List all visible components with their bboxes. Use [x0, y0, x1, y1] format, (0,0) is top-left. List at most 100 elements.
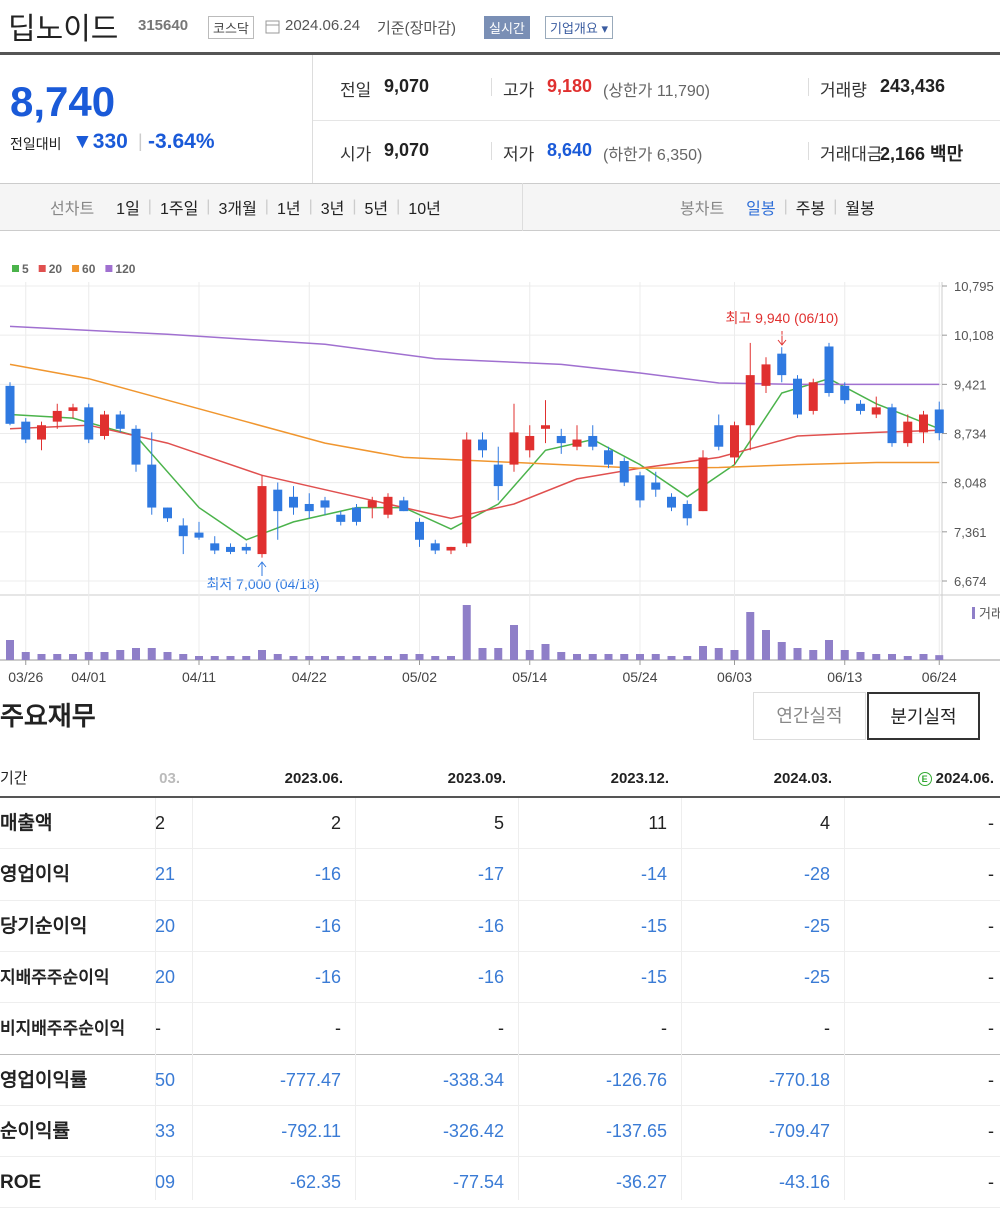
row-label: 지배주주순이익	[0, 967, 110, 987]
period-tab[interactable]: 5년	[364, 201, 389, 218]
low-arrow	[257, 561, 267, 576]
period-tab[interactable]: 1일	[116, 201, 140, 218]
volume-bar	[510, 625, 518, 660]
candle-body	[761, 364, 771, 386]
y-tick-label: 10,108	[954, 328, 994, 343]
volume-bar	[53, 654, 62, 660]
company-info-button[interactable]: 기업개요 ▾	[545, 16, 613, 39]
candle-body	[934, 409, 944, 434]
candle-body	[115, 414, 125, 429]
volume-bar	[415, 654, 424, 660]
header-text: 2023.06.	[284, 770, 343, 787]
candle-tab[interactable]: 일봉	[746, 201, 776, 218]
separator: |	[308, 198, 313, 215]
column-rule	[681, 798, 682, 1200]
candle-body	[147, 464, 157, 508]
volume-bar	[935, 655, 944, 660]
candle-body	[588, 435, 598, 447]
candle-tab[interactable]: 월봉	[845, 201, 875, 218]
stat-note: (하한가 6,350)	[603, 147, 703, 164]
row-rule	[0, 1053, 1000, 1055]
candle-body	[289, 496, 298, 508]
period-tab[interactable]: 1년	[276, 201, 301, 218]
candle-body	[5, 385, 15, 424]
value-cell: 21	[155, 864, 176, 885]
value-cell: -36.27	[615, 1172, 667, 1193]
candle-body	[304, 503, 314, 512]
candle-body	[635, 475, 645, 501]
x-tick-label: 06/03	[717, 669, 752, 685]
value-cell: -16	[477, 915, 504, 936]
candle-body	[430, 543, 440, 551]
candle-body	[493, 464, 503, 487]
candle-body	[871, 407, 881, 415]
volume-bar	[305, 656, 314, 660]
candle-body	[226, 546, 235, 552]
chart: 최고 9,940 (06/10) 최저 7,000 (04/18) 거래 10,…	[0, 262, 1000, 685]
stat-value: 243,436	[880, 76, 946, 96]
volume-bar	[856, 652, 865, 660]
candle-body	[745, 375, 755, 426]
y-tick-label: 8,734	[954, 427, 987, 442]
legend-label: 20	[49, 262, 63, 276]
candle-body	[100, 414, 109, 436]
volume-bar	[651, 654, 660, 660]
section-title: 주요재무	[0, 701, 96, 731]
value-cell: -	[988, 1018, 994, 1039]
candle-body	[682, 503, 692, 519]
change-rate: -3.64%	[148, 130, 215, 153]
candle-body	[383, 496, 393, 515]
volume-bar	[573, 654, 581, 660]
financial-tab[interactable]: 연간실적	[753, 692, 866, 740]
candle-body	[808, 382, 818, 411]
realtime-button[interactable]: 실시간	[484, 16, 530, 39]
volume-legend: 거래	[979, 606, 1000, 621]
volume-bar	[69, 654, 77, 660]
candle-body	[210, 543, 220, 551]
header-cell: 2023.09.	[355, 760, 518, 797]
tab-bar	[0, 183, 1000, 231]
stat-label: 저가	[503, 145, 535, 164]
volume-bar	[289, 656, 298, 660]
candle-body	[698, 457, 708, 512]
volume-bar	[163, 652, 172, 660]
header-text: 2024.06.	[935, 770, 994, 787]
header-cell: 2024.03.	[681, 760, 844, 797]
period-tab[interactable]: 3년	[320, 201, 345, 218]
candle-body	[856, 403, 865, 411]
candle-body	[257, 486, 267, 555]
candle-body	[52, 410, 62, 422]
period-tab[interactable]: 3개월	[218, 201, 257, 218]
candle-body	[887, 407, 897, 444]
candle-body	[37, 425, 46, 440]
value-cell: -17	[477, 864, 504, 885]
separator: |	[783, 198, 788, 215]
volume-bar	[431, 656, 440, 660]
period-tab[interactable]: 1주일	[159, 201, 199, 218]
candle-body	[777, 353, 787, 376]
separator: |	[352, 198, 357, 215]
volume-bar	[888, 654, 896, 660]
stat-label: 전일	[340, 81, 372, 100]
value-cell: -15	[640, 966, 667, 987]
column-rule	[355, 798, 356, 1200]
volume-bar	[179, 654, 188, 660]
financial-tab[interactable]: 분기실적	[867, 692, 980, 740]
value-cell: 50	[155, 1069, 176, 1090]
candle-body	[84, 407, 94, 440]
period-tab[interactable]: 10년	[408, 201, 441, 218]
column-rule	[844, 798, 845, 1200]
separator: |	[138, 131, 143, 151]
candle-body	[730, 425, 739, 458]
value-cell: 20	[155, 966, 176, 987]
separator: |	[147, 198, 152, 215]
header-rule	[0, 52, 1000, 55]
volume-bar	[825, 640, 833, 660]
x-tick-label: 04/01	[71, 669, 106, 685]
legend-swatch	[12, 265, 19, 272]
value-cell: -326.42	[442, 1120, 504, 1141]
x-tick-label: 06/13	[827, 669, 862, 685]
divider	[522, 183, 523, 231]
candle-tab[interactable]: 주봉	[795, 201, 826, 218]
